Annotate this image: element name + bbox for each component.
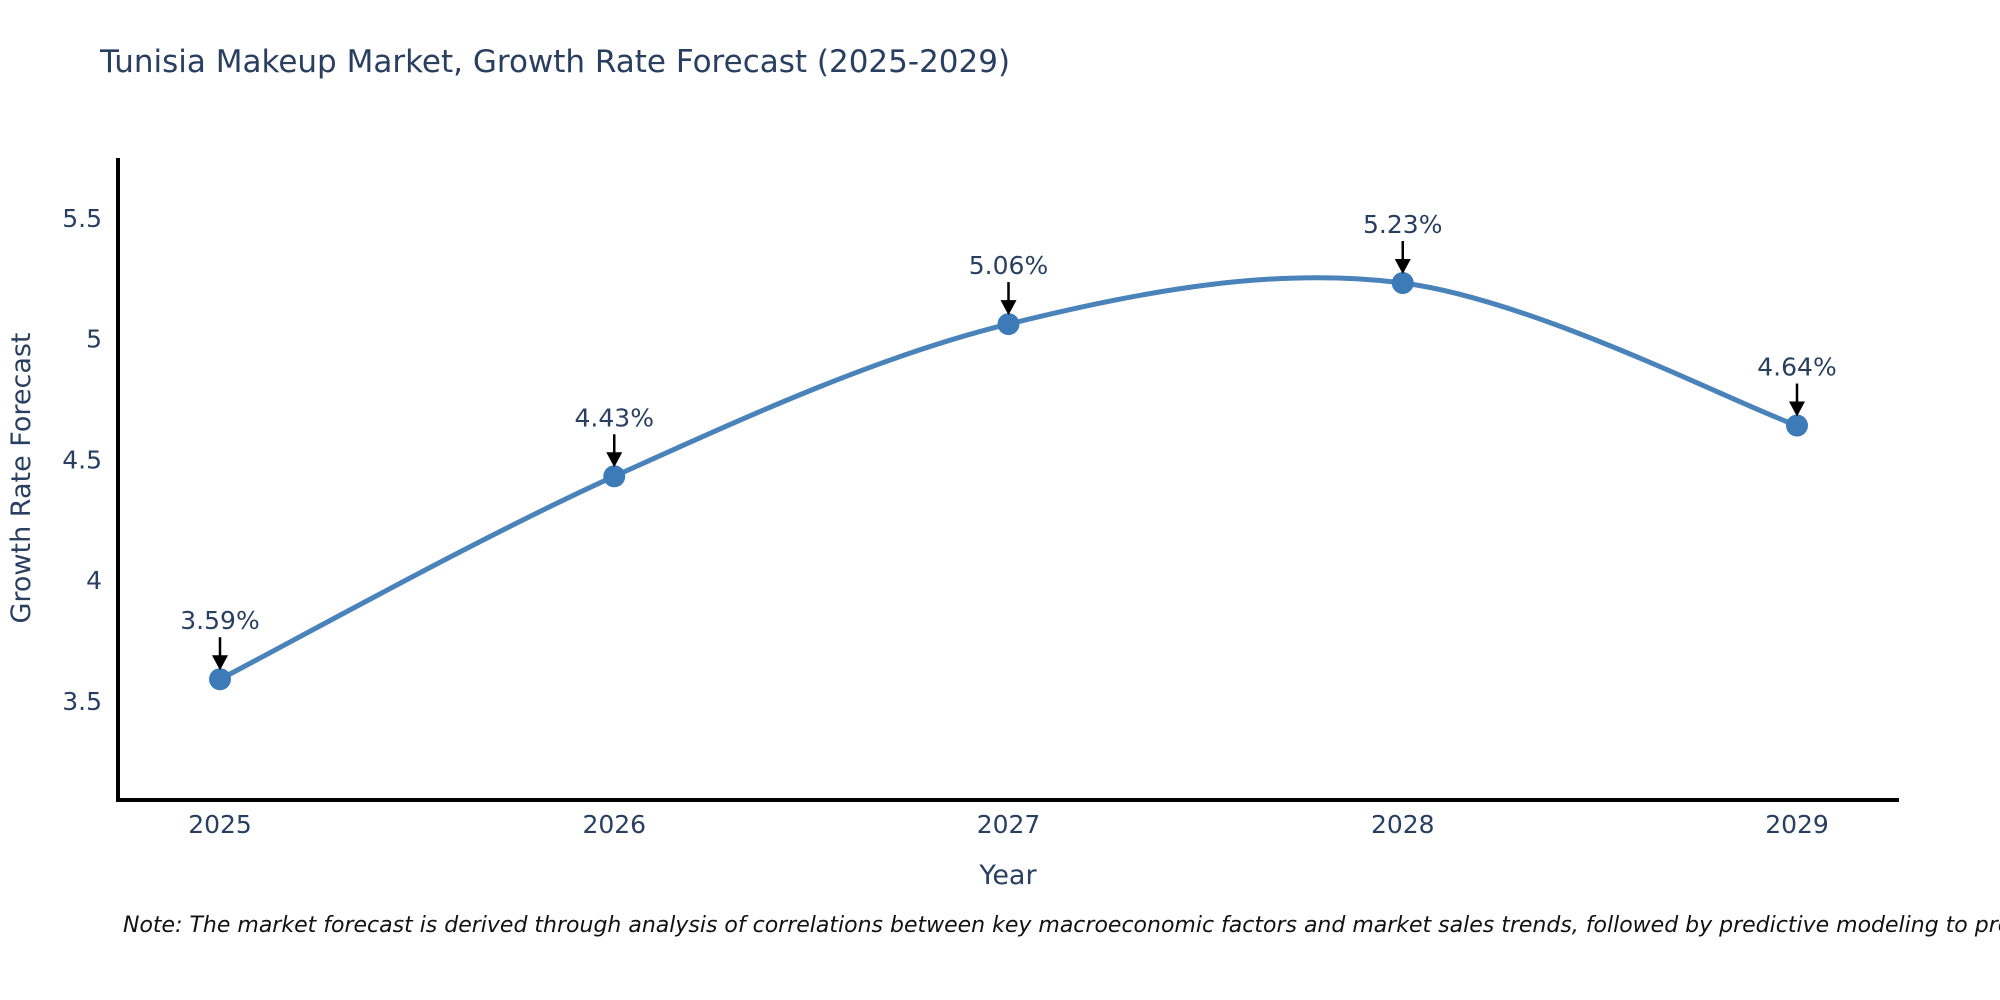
x-tick-label-2027: 2027	[977, 810, 1041, 839]
x-tick-label-2025: 2025	[188, 810, 252, 839]
annotation-arrow-head-icon	[606, 452, 623, 468]
x-tick-label-2028: 2028	[1371, 810, 1435, 839]
data-point-marker-2027[interactable]	[997, 313, 1020, 336]
data-point-marker-2025[interactable]	[209, 668, 231, 691]
annotation-arrow-head-icon	[1394, 259, 1411, 275]
point-annotations: 3.59% 4.43% 5.06% 5.23% 4.64%	[180, 210, 1837, 671]
y-axis-tick-labels: 3.5 4 4.5 5 5.5	[62, 204, 102, 716]
data-point-marker-2028[interactable]	[1391, 272, 1414, 295]
chart-title: Tunisia Makeup Market, Growth Rate Forec…	[100, 44, 1011, 80]
annotation-arrow-head-icon	[1000, 300, 1017, 316]
forecast-line-series	[218, 275, 1798, 682]
y-tick-label-5.5: 5.5	[62, 204, 102, 233]
point-label-2029: 4.64%	[1757, 353, 1836, 382]
annotation-arrow-head-icon	[212, 655, 228, 671]
point-label-2026: 4.43%	[575, 403, 654, 432]
y-axis-title: Growth Rate Forecast	[6, 332, 37, 623]
axes-spines	[116, 158, 1899, 802]
footnote: Note: The market forecast is derived thr…	[123, 913, 2000, 938]
x-tick-label-2029: 2029	[1765, 810, 1829, 839]
y-tick-label-4: 4	[86, 566, 102, 595]
data-point-markers	[209, 272, 1808, 691]
annotation-arrow-head-icon	[1789, 401, 1805, 417]
point-label-2027: 5.06%	[969, 251, 1048, 280]
x-tick-label-2026: 2026	[582, 810, 646, 839]
y-tick-label-3.5: 3.5	[62, 687, 102, 716]
point-label-2025: 3.59%	[180, 606, 259, 635]
x-axis-title: Year	[978, 860, 1037, 891]
x-axis-tick-labels: 2025 2026 2027 2028 2029	[188, 810, 1829, 839]
forecast-line	[218, 275, 1798, 682]
data-point-marker-2029[interactable]	[1786, 414, 1808, 437]
data-point-marker-2026[interactable]	[603, 465, 626, 488]
point-label-2028: 5.23%	[1363, 210, 1442, 239]
y-tick-label-4.5: 4.5	[62, 445, 102, 474]
y-tick-label-5: 5	[86, 325, 102, 354]
